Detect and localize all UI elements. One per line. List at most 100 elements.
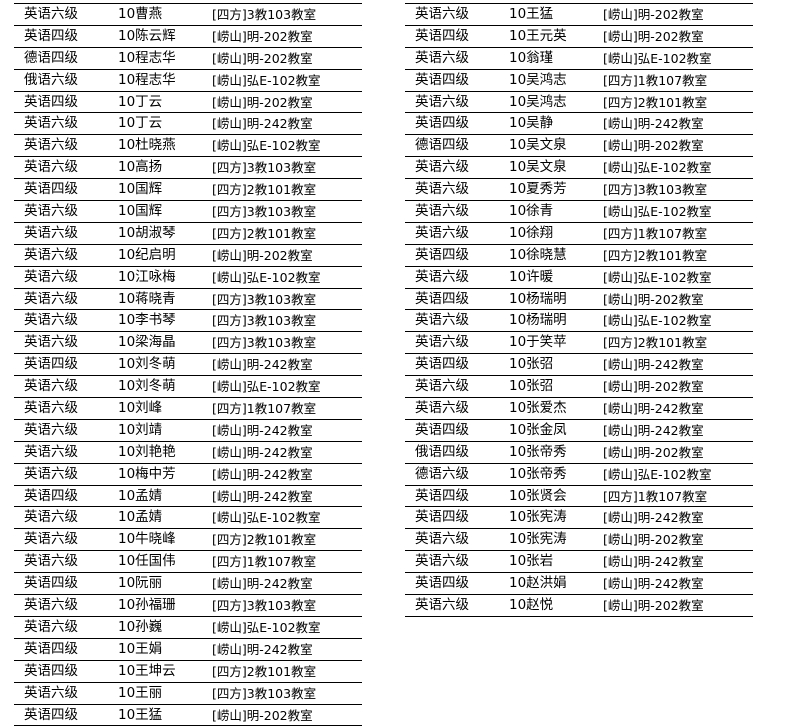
exam-room: [四方]3教103教室 (212, 4, 316, 25)
exam-level: 英语六级 (415, 310, 469, 331)
exam-room: [崂山]明-202教室 (603, 4, 704, 25)
student-name: 10牛晓峰 (118, 529, 176, 550)
exam-level: 英语四级 (24, 26, 78, 47)
exam-room: [四方]3教103教室 (212, 332, 316, 353)
exam-level: 英语六级 (415, 223, 469, 244)
student-name: 10孟婧 (118, 507, 162, 528)
student-name: 10刘峰 (118, 398, 162, 419)
exam-room: [四方]2教101教室 (212, 223, 316, 244)
exam-room: [崂山]明-202教室 (603, 595, 704, 616)
exam-level: 英语四级 (415, 507, 469, 528)
student-name: 10丁云 (118, 113, 162, 134)
exam-level: 英语四级 (415, 354, 469, 375)
exam-room: [四方]3教103教室 (212, 201, 316, 222)
exam-room: [四方]2教101教室 (603, 245, 707, 266)
exam-room: [崂山]明-202教室 (212, 48, 313, 69)
student-name: 10杜晓燕 (118, 135, 176, 156)
exam-level: 英语六级 (415, 332, 469, 353)
exam-level: 英语六级 (415, 92, 469, 113)
student-name: 10刘艳艳 (118, 442, 176, 463)
student-name: 10杨瑞明 (509, 310, 567, 331)
table-row: 英语六级 10徐翔 [四方]1教107教室 (405, 223, 753, 245)
student-name: 10胡淑琴 (118, 223, 176, 244)
exam-room: [崂山]弘E-102教室 (212, 70, 321, 91)
student-name: 10曹燕 (118, 4, 162, 25)
exam-level: 英语六级 (415, 157, 469, 178)
exam-level: 英语六级 (24, 332, 78, 353)
student-name: 10张金凤 (509, 420, 567, 441)
exam-level: 英语六级 (24, 223, 78, 244)
exam-level: 英语四级 (24, 661, 78, 682)
student-name: 10高扬 (118, 157, 162, 178)
exam-level: 英语四级 (415, 486, 469, 507)
exam-room: [崂山]明-242教室 (212, 442, 313, 463)
exam-room: [崂山]明-242教室 (603, 573, 704, 594)
student-name: 10吴文泉 (509, 157, 567, 178)
student-name: 10张弨 (509, 354, 553, 375)
exam-room: [崂山]明-242教室 (212, 639, 313, 660)
student-name: 10徐翔 (509, 223, 553, 244)
exam-room: [崂山]明-202教室 (603, 529, 704, 550)
exam-room: [崂山]明-242教室 (603, 113, 704, 134)
exam-level: 英语六级 (24, 507, 78, 528)
exam-room: [四方]1教107教室 (603, 223, 707, 244)
student-name: 10张帝秀 (509, 442, 567, 463)
table-row: 英语六级 10梁海晶 [四方]3教103教室 (14, 332, 362, 354)
student-name: 10阮丽 (118, 573, 162, 594)
exam-level: 英语四级 (415, 289, 469, 310)
student-name: 10梁海晶 (118, 332, 176, 353)
student-name: 10国辉 (118, 179, 162, 200)
student-name: 10翁瑾 (509, 48, 553, 69)
exam-room: [四方]3教103教室 (212, 595, 316, 616)
exam-level: 英语六级 (415, 595, 469, 616)
exam-room: [崂山]弘E-102教室 (212, 617, 321, 638)
exam-room: [四方]2教101教室 (212, 529, 316, 550)
student-name: 10吴鸿志 (509, 70, 567, 91)
student-name: 10王元英 (509, 26, 567, 47)
exam-room: [崂山]明-242教室 (603, 420, 704, 441)
exam-room: [四方]3教103教室 (212, 289, 316, 310)
exam-level: 英语六级 (415, 48, 469, 69)
exam-level: 俄语六级 (24, 70, 78, 91)
student-name: 10于笑苹 (509, 332, 567, 353)
student-name: 10张弨 (509, 376, 553, 397)
exam-room: [崂山]明-202教室 (603, 442, 704, 463)
exam-level: 英语六级 (415, 398, 469, 419)
student-name: 10孙福珊 (118, 595, 176, 616)
exam-room: [崂山]明-242教室 (212, 464, 313, 485)
student-name: 10丁云 (118, 92, 162, 113)
exam-level: 英语六级 (24, 289, 78, 310)
student-name: 10纪启明 (118, 245, 176, 266)
exam-level: 英语六级 (415, 376, 469, 397)
exam-level: 英语六级 (24, 157, 78, 178)
table-row: 英语六级 10胡淑琴 [四方]2教101教室 (14, 223, 362, 245)
exam-room: [崂山]弘E-102教室 (603, 310, 712, 331)
student-name: 10刘靖 (118, 420, 162, 441)
